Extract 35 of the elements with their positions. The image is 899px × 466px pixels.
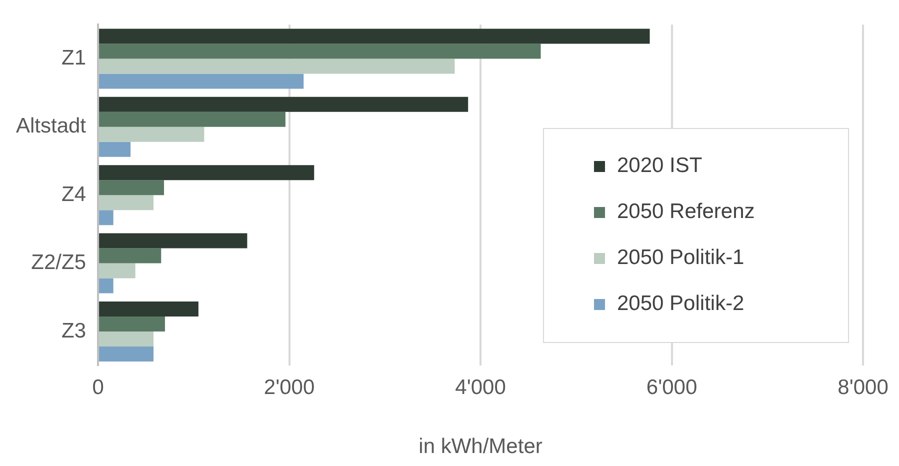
bar bbox=[99, 346, 154, 362]
legend-label: 2020 IST bbox=[617, 154, 702, 178]
bar bbox=[99, 195, 154, 210]
bar bbox=[99, 74, 304, 89]
bar bbox=[99, 44, 541, 59]
bar bbox=[99, 316, 165, 332]
y-tick-label: Altstadt bbox=[16, 114, 86, 138]
bar bbox=[99, 142, 131, 157]
bar bbox=[99, 126, 204, 142]
bar bbox=[99, 180, 164, 196]
bar bbox=[99, 58, 455, 74]
bar bbox=[99, 263, 136, 278]
y-tick-label: Z3 bbox=[62, 319, 86, 342]
x-tick-label: 4'000 bbox=[455, 376, 506, 399]
y-tick-label: Z1 bbox=[62, 46, 86, 70]
bar bbox=[99, 96, 468, 112]
x-tick-label: 6'000 bbox=[646, 376, 698, 399]
legend-label: 2050 Referenz bbox=[617, 200, 755, 224]
bar bbox=[99, 28, 650, 44]
legend-label: 2050 Politik-2 bbox=[617, 292, 744, 316]
bar bbox=[99, 301, 198, 316]
bar bbox=[99, 332, 154, 347]
bar bbox=[99, 233, 248, 248]
x-tick-label: 0 bbox=[92, 376, 104, 399]
bar bbox=[99, 248, 162, 264]
legend-label: 2050 Politik-1 bbox=[617, 246, 744, 270]
x-axis-title: in kWh/Meter bbox=[418, 435, 542, 458]
bar bbox=[99, 210, 114, 226]
y-tick-label: Z4 bbox=[62, 182, 86, 206]
y-tick-label: Z2/Z5 bbox=[31, 251, 86, 274]
bar bbox=[99, 278, 114, 294]
bar bbox=[99, 165, 314, 180]
x-tick-label: 8'000 bbox=[838, 376, 888, 399]
x-tick-label: 2'000 bbox=[264, 376, 315, 399]
bar bbox=[99, 112, 286, 127]
